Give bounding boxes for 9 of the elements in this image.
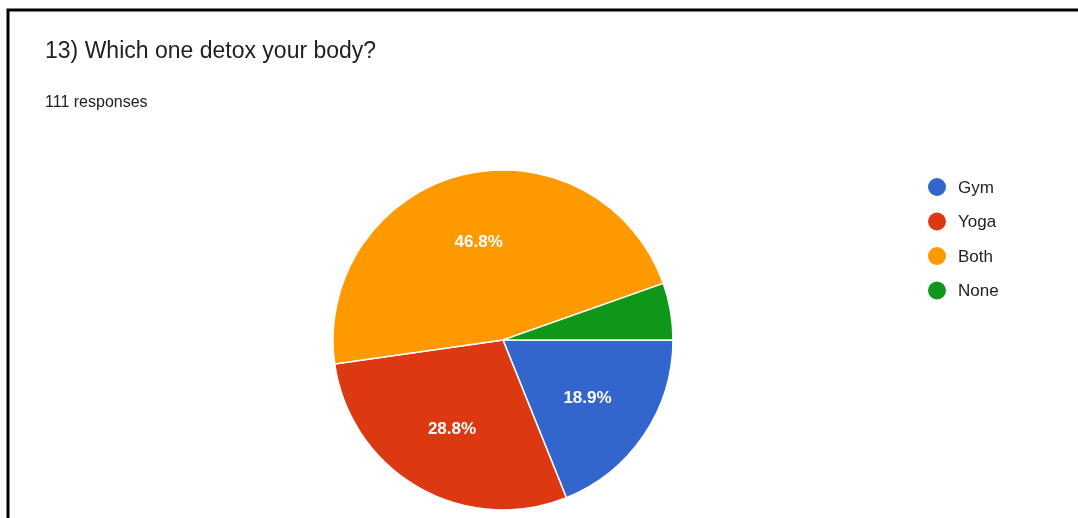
- chart-title: 13) Which one detox your body?: [45, 37, 377, 63]
- legend-label: Gym: [958, 177, 994, 197]
- text: 111 responses: [45, 93, 148, 110]
- legend-label: None: [958, 281, 999, 301]
- legend-label: Yoga: [958, 212, 997, 232]
- legend-label: Both: [958, 246, 993, 266]
- data-label: 28.8%: [427, 419, 477, 439]
- data-label: 18.9%: [563, 388, 612, 408]
- data-label: 46.8%: [454, 231, 503, 251]
